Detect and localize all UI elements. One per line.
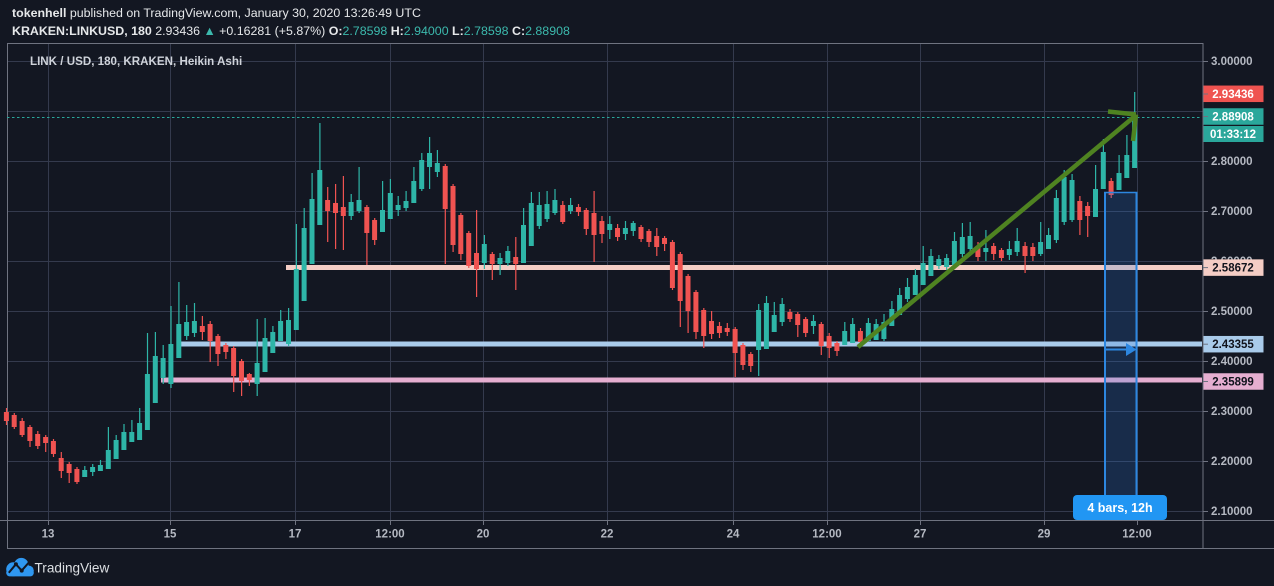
svg-text:tokenhell published on Trading: tokenhell published on TradingView.com, … <box>12 6 421 20</box>
svg-text:01:33:12: 01:33:12 <box>1210 129 1256 141</box>
svg-text:12:00: 12:00 <box>375 529 404 541</box>
svg-text:2.80000: 2.80000 <box>1211 156 1253 168</box>
svg-text:24: 24 <box>727 529 740 541</box>
svg-text:13: 13 <box>42 529 55 541</box>
svg-text:2.43355: 2.43355 <box>1212 339 1254 351</box>
svg-text:22: 22 <box>601 529 614 541</box>
svg-text:2.40000: 2.40000 <box>1211 356 1253 368</box>
svg-text:29: 29 <box>1038 529 1051 541</box>
svg-text:TradingView: TradingView <box>35 561 110 576</box>
svg-text:2.88908: 2.88908 <box>1212 112 1254 124</box>
svg-text:15: 15 <box>164 529 177 541</box>
svg-text:2.70000: 2.70000 <box>1211 206 1253 218</box>
svg-text:2.50000: 2.50000 <box>1211 306 1253 318</box>
svg-text:2.20000: 2.20000 <box>1211 456 1253 468</box>
svg-text:2.93436: 2.93436 <box>1212 89 1254 101</box>
svg-text:4 bars, 12h: 4 bars, 12h <box>1087 501 1152 515</box>
svg-text:17: 17 <box>289 529 302 541</box>
svg-text:2.35899: 2.35899 <box>1212 377 1254 389</box>
svg-text:KRAKEN:LINKUSD, 180 2.93436 ▲: KRAKEN:LINKUSD, 180 2.93436 ▲ +0.16281 (… <box>12 24 570 38</box>
svg-text:2.10000: 2.10000 <box>1211 506 1253 518</box>
svg-text:12:00: 12:00 <box>1122 529 1151 541</box>
svg-text:2.30000: 2.30000 <box>1211 406 1253 418</box>
svg-text:LINK / USD, 180, KRAKEN, Heiki: LINK / USD, 180, KRAKEN, Heikin Ashi <box>30 55 242 68</box>
svg-text:20: 20 <box>477 529 490 541</box>
svg-text:12:00: 12:00 <box>812 529 841 541</box>
svg-text:27: 27 <box>914 529 927 541</box>
svg-text:2.58672: 2.58672 <box>1212 263 1254 275</box>
svg-text:3.00000: 3.00000 <box>1211 56 1253 68</box>
